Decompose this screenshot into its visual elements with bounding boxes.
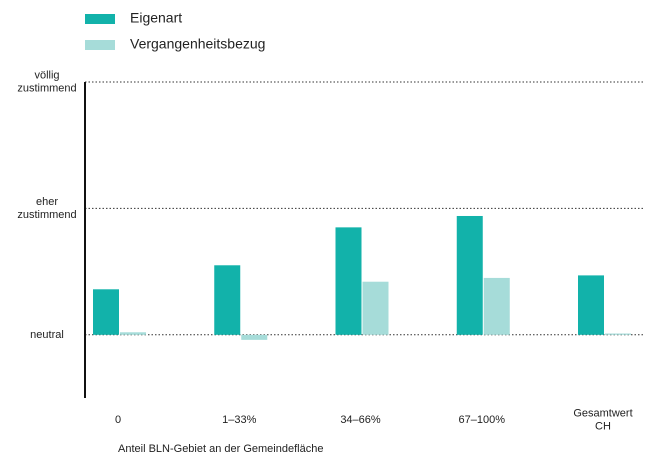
bar (483, 277, 510, 335)
x-tick-label: 34–66% (340, 414, 381, 426)
x-tick-label: Gesamtwert CH (573, 407, 632, 432)
bar (93, 289, 119, 335)
x-tick-label: 0 (115, 414, 121, 426)
y-tick-label: eher zustimmend (17, 196, 76, 221)
bar (214, 265, 241, 335)
y-tick-label: völlig zustimmend (17, 69, 76, 94)
x-tick-label: 1–33% (222, 414, 256, 426)
legend-swatch (85, 40, 115, 50)
bar (578, 275, 604, 335)
bar (362, 281, 389, 335)
bar (605, 333, 631, 335)
x-tick-label: 67–100% (459, 414, 506, 426)
legend-text: Vergangenheitsbezug (130, 36, 265, 52)
bar (456, 215, 483, 335)
legend-text: Eigenart (130, 10, 182, 26)
bar (241, 334, 268, 340)
x-axis-label: Anteil BLN-Gebiet an der Gemeindefläche (118, 443, 323, 454)
bar (335, 227, 362, 335)
y-tick-label: neutral (30, 329, 64, 341)
legend-swatch (85, 14, 115, 24)
bar (120, 332, 146, 335)
